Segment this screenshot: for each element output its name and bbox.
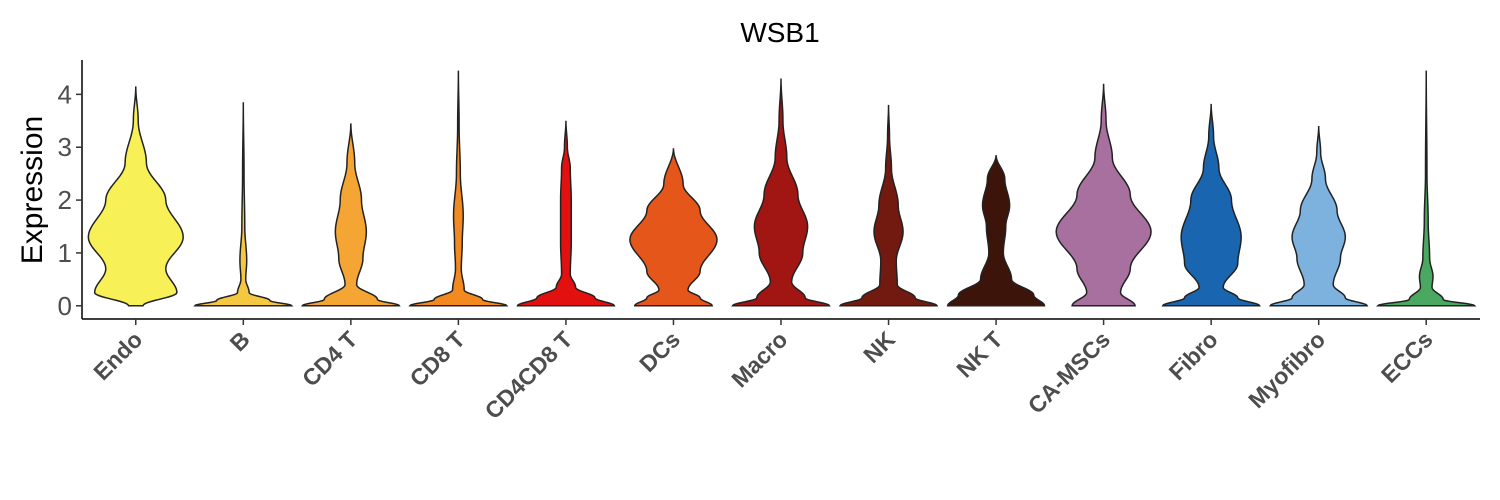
violin-macro <box>731 78 831 307</box>
x-tick-label: CD4CD8 T <box>480 326 578 424</box>
x-axis: Endo B CD4 T CD8 T CD4CD8 T DCs Macro NK NK T CA-… <box>82 318 1480 424</box>
y-axis: 0 1 2 3 4 <box>58 60 83 321</box>
x-tick-label: Myofibro <box>1243 326 1330 413</box>
y-tick-label: 4 <box>58 79 72 109</box>
violin-cd4cd8-t <box>516 120 616 307</box>
x-tick-label: NK <box>858 326 900 368</box>
chart-title: WSB1 <box>740 17 819 48</box>
x-tick-label: ECCs <box>1376 326 1438 388</box>
y-tick-label: 2 <box>58 185 72 215</box>
violin-myofibro <box>1269 126 1369 307</box>
y-tick-label: 1 <box>58 238 72 268</box>
x-tick-label: CA-MSCs <box>1023 326 1115 418</box>
violin-eccs <box>1376 70 1477 307</box>
y-axis-label: Expression <box>16 116 49 264</box>
violin-nk-t <box>946 155 1046 307</box>
violins-group <box>87 70 1477 307</box>
violin-dcs <box>629 148 718 307</box>
violin-cd8-t <box>408 70 509 307</box>
violin-ca-mscs <box>1055 83 1152 307</box>
y-tick-label: 0 <box>58 291 72 321</box>
x-tick-label: B <box>225 326 255 356</box>
violin-nk <box>838 104 939 307</box>
x-tick-label: Endo <box>88 326 147 385</box>
x-tick-label: Fibro <box>1164 326 1223 385</box>
violin-cd4-t <box>301 123 401 307</box>
x-tick-label: CD4 T <box>297 326 362 391</box>
violin-b <box>193 102 294 307</box>
x-tick-label: Macro <box>726 326 792 392</box>
y-tick-label: 3 <box>58 132 72 162</box>
violin-endo <box>87 86 184 307</box>
x-tick-label: CD8 T <box>405 326 470 391</box>
x-tick-label: DCs <box>634 326 685 377</box>
violin-fibro <box>1161 103 1261 307</box>
x-tick-label: NK T <box>951 326 1007 382</box>
